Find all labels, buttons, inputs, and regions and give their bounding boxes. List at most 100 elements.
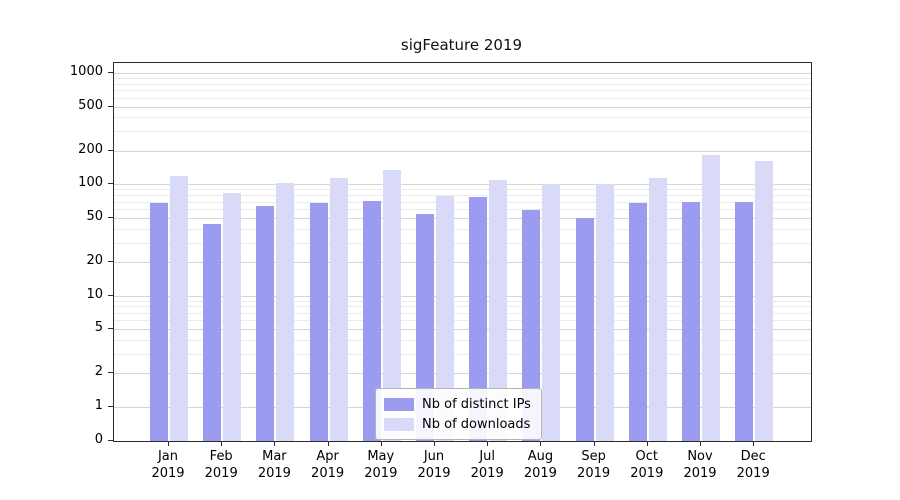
chart-title: sigFeature 2019 bbox=[400, 36, 523, 54]
x-tick-label: Apr 2019 bbox=[311, 449, 345, 481]
x-tick-mark bbox=[753, 441, 755, 446]
y-tick-mark bbox=[108, 328, 113, 330]
y-tick-label: 2 bbox=[94, 364, 103, 380]
bar-distinct-ips bbox=[522, 209, 541, 441]
major-gridline bbox=[114, 150, 811, 152]
x-tick-mark bbox=[380, 441, 382, 446]
major-gridline bbox=[114, 295, 811, 297]
minor-gridline bbox=[114, 131, 811, 133]
minor-gridline bbox=[114, 97, 811, 99]
x-tick-mark bbox=[700, 441, 701, 446]
bar-downloads bbox=[170, 175, 188, 441]
major-gridline bbox=[114, 217, 811, 219]
minor-gridline bbox=[114, 209, 811, 211]
x-tick-mark bbox=[327, 441, 329, 446]
major-gridline bbox=[114, 184, 811, 186]
x-tick-mark bbox=[274, 441, 276, 446]
x-tick-mark bbox=[646, 441, 648, 446]
bar-downloads bbox=[542, 183, 561, 441]
x-tick-label: Jan 2019 bbox=[151, 449, 185, 481]
x-tick-label: Feb 2019 bbox=[204, 449, 238, 481]
y-tick-mark bbox=[108, 149, 113, 151]
plot-area bbox=[113, 62, 812, 442]
x-tick-mark bbox=[434, 441, 435, 446]
minor-gridline bbox=[114, 228, 811, 230]
minor-gridline bbox=[114, 320, 811, 322]
bar-distinct-ips bbox=[256, 205, 275, 441]
bar-downloads bbox=[648, 178, 667, 441]
x-tick-label: Aug 2019 bbox=[523, 449, 557, 481]
y-tick-label: 5 bbox=[94, 320, 103, 336]
legend-item: Nb of distinct IPs bbox=[384, 394, 531, 414]
major-gridline bbox=[114, 373, 811, 375]
minor-gridline bbox=[114, 242, 811, 244]
legend: Nb of distinct IPs Nb of downloads bbox=[375, 388, 542, 440]
minor-gridline bbox=[114, 353, 811, 355]
minor-gridline bbox=[114, 195, 811, 197]
y-tick-label: 1 bbox=[94, 398, 103, 413]
minor-gridline bbox=[114, 83, 811, 85]
y-tick-mark bbox=[108, 72, 113, 74]
bar-downloads bbox=[223, 193, 242, 441]
bar-downloads bbox=[276, 182, 295, 441]
x-tick-label: Dec 2019 bbox=[736, 449, 770, 481]
x-tick-label: Jun 2019 bbox=[417, 449, 451, 481]
x-tick-mark bbox=[168, 441, 169, 446]
y-tick-mark bbox=[108, 440, 113, 441]
bar-distinct-ips bbox=[575, 217, 594, 441]
x-tick-mark bbox=[540, 441, 542, 446]
bar-downloads bbox=[702, 154, 720, 441]
minor-gridline bbox=[114, 90, 811, 92]
x-tick-mark bbox=[221, 441, 223, 446]
minor-gridline bbox=[114, 201, 811, 203]
y-tick-mark bbox=[108, 183, 113, 185]
bar-downloads bbox=[436, 195, 454, 441]
minor-gridline bbox=[114, 339, 811, 341]
bar-downloads bbox=[489, 179, 508, 441]
bar-distinct-ips bbox=[203, 224, 222, 441]
major-gridline bbox=[114, 262, 811, 264]
bar-distinct-ips bbox=[416, 214, 434, 441]
y-tick-label: 1000 bbox=[69, 64, 103, 80]
x-tick-label: Sep 2019 bbox=[577, 449, 611, 481]
bar-downloads bbox=[755, 161, 774, 441]
minor-gridline bbox=[114, 312, 811, 314]
bar-downloads bbox=[329, 177, 348, 441]
bar-distinct-ips bbox=[628, 203, 647, 441]
y-tick-mark bbox=[108, 294, 113, 296]
major-gridline bbox=[114, 329, 811, 331]
y-tick-label: 0 bbox=[94, 432, 103, 447]
y-tick-label: 200 bbox=[78, 141, 103, 157]
bar-distinct-ips bbox=[362, 200, 381, 441]
x-tick-label: Oct 2019 bbox=[630, 449, 664, 481]
minor-gridline bbox=[114, 78, 811, 80]
minor-gridline bbox=[114, 300, 811, 302]
x-tick-mark bbox=[487, 441, 489, 446]
major-gridline bbox=[114, 73, 811, 75]
y-tick-label: 100 bbox=[78, 175, 103, 191]
legend-label: Nb of downloads bbox=[422, 416, 531, 432]
y-tick-mark bbox=[108, 216, 113, 218]
bar-distinct-ips bbox=[150, 203, 168, 441]
y-tick-mark bbox=[108, 261, 113, 263]
minor-gridline bbox=[114, 306, 811, 308]
legend-label: Nb of distinct IPs bbox=[422, 396, 531, 412]
y-tick-label: 10 bbox=[86, 286, 103, 302]
y-tick-label: 50 bbox=[86, 208, 103, 224]
bar-downloads bbox=[382, 169, 401, 441]
x-tick-label: May 2019 bbox=[364, 449, 398, 481]
legend-item: Nb of downloads bbox=[384, 414, 531, 434]
y-tick-label: 500 bbox=[78, 97, 103, 113]
bar-distinct-ips bbox=[309, 203, 328, 441]
y-tick-mark bbox=[108, 105, 113, 107]
legend-swatch-downloads bbox=[384, 417, 414, 431]
bar-distinct-ips bbox=[735, 201, 754, 441]
x-tick-label: Nov 2019 bbox=[683, 449, 717, 481]
bar-distinct-ips bbox=[682, 201, 700, 441]
x-tick-mark bbox=[593, 441, 595, 446]
minor-gridline bbox=[114, 189, 811, 191]
legend-swatch-distinct-ips bbox=[384, 397, 414, 411]
x-tick-label: Jul 2019 bbox=[470, 449, 504, 481]
y-tick-mark bbox=[108, 372, 113, 374]
